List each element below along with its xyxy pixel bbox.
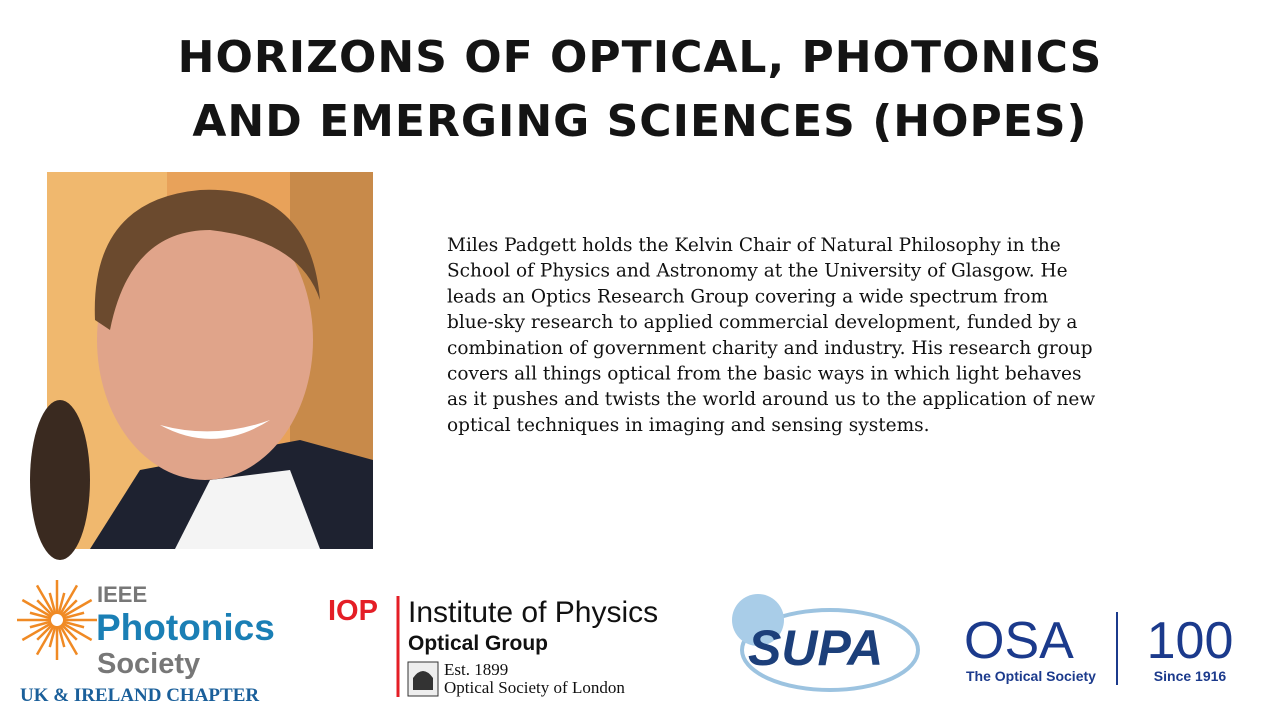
star-ray [48, 592, 57, 615]
logo-text: SUPA [748, 620, 883, 676]
logo-text: UK & IRELAND CHAPTER [20, 685, 259, 706]
star-ray [57, 592, 66, 615]
logo-text: IEEE [97, 582, 147, 607]
bio-line: as it pushes and twists the world around… [447, 389, 1095, 410]
star-ray [61, 621, 93, 642]
ieee-logo: IEEE Photonics Society UK & IRELAND CHAP… [17, 580, 275, 706]
logo-text: The Optical Society [966, 668, 1096, 684]
bio-line: combination of government charity and in… [447, 338, 1093, 359]
iop-logo: IOP Institute of Physics Optical Group E… [328, 595, 658, 697]
star-ray [62, 611, 85, 620]
logo-text: Optical Group [408, 632, 548, 655]
logo-text: Institute of Physics [408, 596, 658, 629]
portrait-photo [30, 172, 373, 560]
star-ray [57, 625, 66, 648]
logo-text: Society [97, 648, 200, 680]
supa-logo: SUPA [732, 594, 920, 692]
star-ray [60, 599, 78, 617]
star-ray [58, 624, 79, 656]
star-ray [36, 623, 54, 641]
logo-text: Since 1916 [1154, 668, 1227, 684]
star-ray [35, 624, 56, 656]
bio-text: Miles Padgett holds the Kelvin Chair of … [447, 235, 1095, 436]
bio-line: leads an Optics Research Group covering … [447, 286, 1048, 307]
star-ray [21, 598, 53, 619]
bio-line: optical techniques in imaging and sensin… [447, 415, 930, 436]
logo-text: OSA [964, 612, 1074, 670]
osa-logo: OSA The Optical Society 100 Since 1916 [964, 612, 1233, 685]
star-ray [29, 620, 52, 629]
title-line: HORIZONS OF OPTICAL, PHOTONICS [178, 32, 1103, 83]
logo-text: Optical Society of London [444, 678, 625, 697]
title-line: AND EMERGING SCIENCES (HOPES) [192, 96, 1087, 147]
logo-text: Photonics [96, 607, 275, 648]
star-ray [62, 620, 85, 629]
star-ray [36, 599, 54, 617]
star-ray [58, 584, 79, 616]
logo-text: IOP [328, 595, 378, 627]
logo-text: Est. 1899 [444, 660, 508, 679]
star-ray [21, 621, 53, 642]
star-ray [61, 598, 93, 619]
star-ray [48, 625, 57, 648]
bio-line: School of Physics and Astronomy at the U… [447, 261, 1068, 282]
bio-line: Miles Padgett holds the Kelvin Chair of … [447, 235, 1061, 256]
bio-line: blue-sky research to applied commercial … [447, 312, 1077, 333]
star-ray [60, 623, 78, 641]
star-ray [35, 584, 56, 616]
star-ray [29, 611, 52, 620]
bio-line: covers all things optical from the basic… [447, 364, 1082, 385]
logo-text: 100 [1147, 612, 1234, 670]
